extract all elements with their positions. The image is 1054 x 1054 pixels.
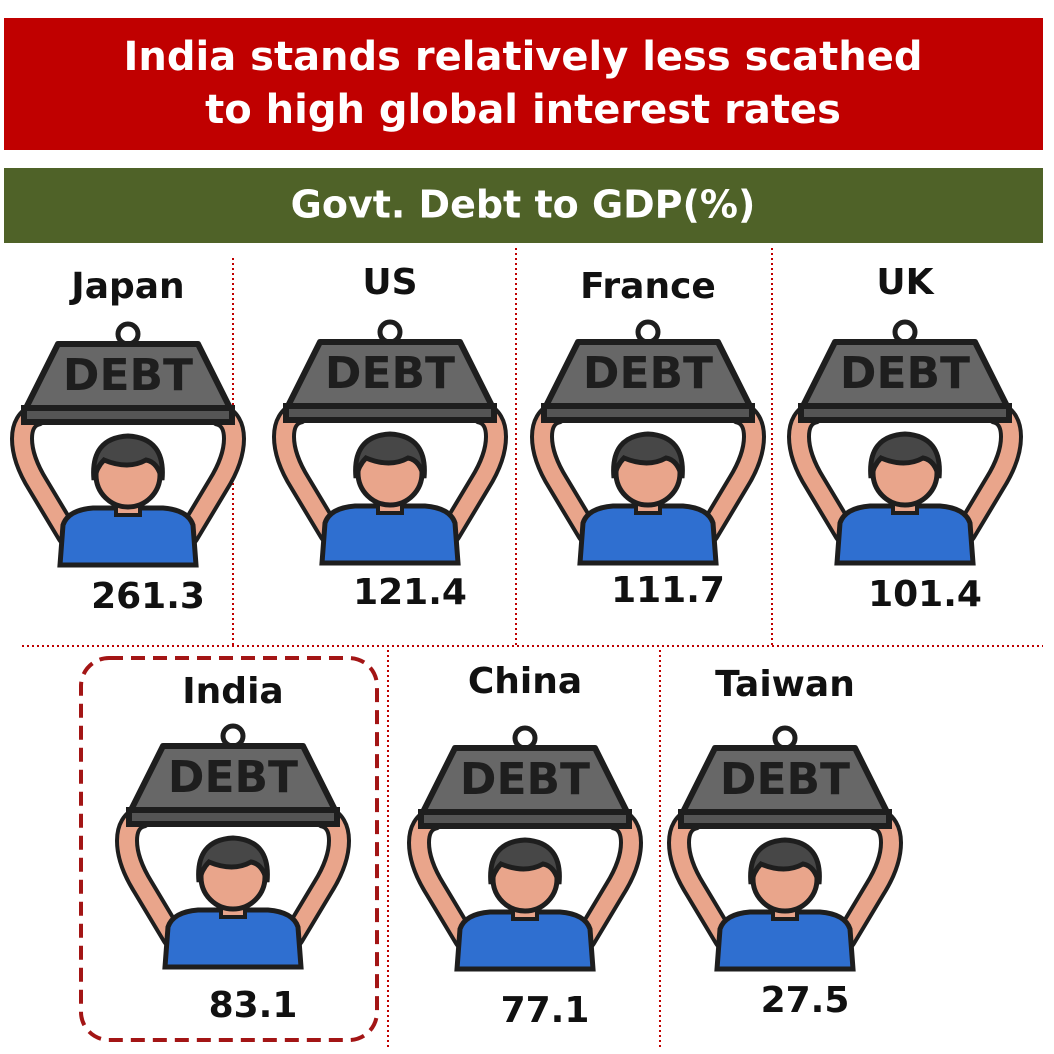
country-name: UK xyxy=(876,262,934,303)
country-value: 101.4 xyxy=(868,574,982,615)
subheader-banner xyxy=(4,168,1043,243)
icon-label: DEBT xyxy=(168,752,298,803)
weight-base xyxy=(418,809,632,829)
hair xyxy=(868,431,942,479)
shirt xyxy=(162,907,304,970)
hair xyxy=(91,433,165,481)
country-value: 261.3 xyxy=(91,576,205,617)
icon-label: DEBT xyxy=(325,348,455,399)
shirt xyxy=(454,909,596,972)
title-line: India stands relatively less scathed xyxy=(124,34,923,80)
weight-base xyxy=(678,809,892,829)
country-name: Japan xyxy=(68,266,184,307)
shirt xyxy=(834,503,976,566)
country-name: US xyxy=(362,262,417,303)
weight-base xyxy=(126,807,340,827)
subheader: Govt. Debt to GDP(%) xyxy=(291,183,756,227)
icon-label: DEBT xyxy=(840,348,970,399)
shirt xyxy=(577,503,719,566)
title-banner xyxy=(4,18,1043,150)
weight-base xyxy=(541,403,755,423)
country-value: 111.7 xyxy=(611,570,725,611)
hair xyxy=(488,837,562,885)
country-name: Taiwan xyxy=(715,664,855,705)
weight-base xyxy=(283,403,497,423)
country-value: 121.4 xyxy=(353,572,467,613)
country-name: China xyxy=(468,661,582,702)
country-name: France xyxy=(580,266,716,307)
debt-icon: DEBT xyxy=(407,725,643,972)
weight-base xyxy=(21,405,235,425)
country-value: 77.1 xyxy=(501,990,590,1031)
debt-icon: DEBT xyxy=(272,319,508,566)
weight-base xyxy=(798,403,1012,423)
icon-label: DEBT xyxy=(583,348,713,399)
hair xyxy=(748,837,822,885)
country-name: India xyxy=(182,671,283,712)
debt-icon: DEBT xyxy=(787,319,1023,566)
debt-icon: DEBT xyxy=(667,725,903,972)
country-value: 83.1 xyxy=(209,985,298,1026)
icon-label: DEBT xyxy=(63,350,193,401)
shirt xyxy=(57,505,199,568)
debt-icon: DEBT xyxy=(10,321,246,568)
hair xyxy=(611,431,685,479)
icon-label: DEBT xyxy=(720,754,850,805)
country-value: 27.5 xyxy=(761,980,850,1021)
shirt xyxy=(319,503,461,566)
shirt xyxy=(714,909,856,972)
debt-icon: DEBT xyxy=(530,319,766,566)
debt-icon: DEBT xyxy=(115,723,351,970)
hair xyxy=(353,431,427,479)
hair xyxy=(196,835,270,883)
title-line: to high global interest rates xyxy=(205,87,841,133)
icon-label: DEBT xyxy=(460,754,590,805)
highlight-box xyxy=(79,656,379,1042)
